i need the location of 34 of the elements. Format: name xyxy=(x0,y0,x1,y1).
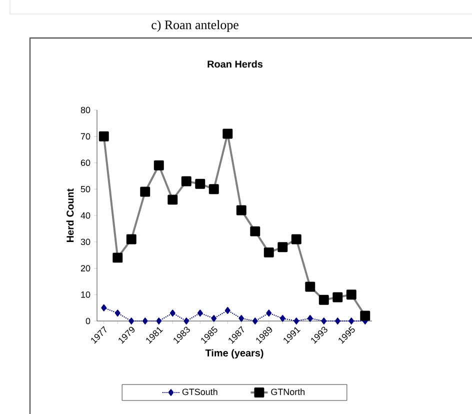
point xyxy=(321,318,327,324)
y-tick-label: 40 xyxy=(80,212,90,219)
point xyxy=(266,310,272,317)
point xyxy=(294,318,300,324)
point xyxy=(156,318,162,324)
point xyxy=(101,304,107,312)
chart-title: c) Roan antelope xyxy=(152,20,238,32)
point xyxy=(307,314,313,322)
point xyxy=(280,314,286,322)
y-tick-label: 10 xyxy=(81,291,90,298)
point xyxy=(334,318,340,324)
x-axis-title: Time (years) xyxy=(205,349,264,358)
point xyxy=(197,310,203,317)
y-tick-label: 80 xyxy=(80,106,90,114)
y-axis-title: Herd Count xyxy=(66,188,74,242)
legend-label: GTNorth xyxy=(271,388,304,396)
y-tick-label: 70 xyxy=(80,133,90,140)
y-tick-label: 60 xyxy=(80,160,90,166)
point xyxy=(238,314,244,322)
y-tick-label: 20 xyxy=(80,265,90,272)
legend-label: GTSouth xyxy=(182,388,218,396)
point xyxy=(184,318,190,324)
y-tick-label: 30 xyxy=(80,238,90,246)
point xyxy=(114,310,120,317)
point xyxy=(224,306,230,314)
chart-subtitle: Roan Herds xyxy=(208,60,263,68)
y-tick-label: 50 xyxy=(80,186,90,192)
point xyxy=(170,310,176,317)
point xyxy=(128,318,134,324)
point xyxy=(252,318,258,324)
point xyxy=(348,318,354,324)
y-tick-label: 0 xyxy=(86,318,90,324)
point xyxy=(211,314,217,322)
point xyxy=(142,318,148,324)
